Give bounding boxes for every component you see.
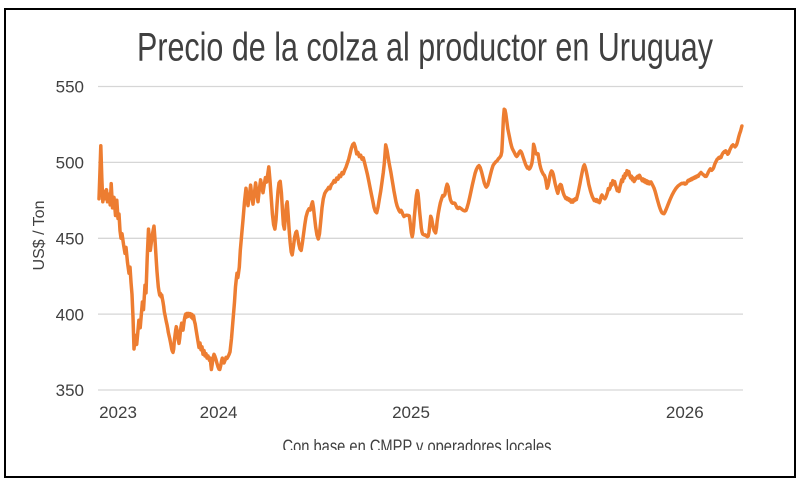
svg-text:500: 500 — [56, 154, 84, 173]
svg-text:US$ / Ton: US$ / Ton — [31, 201, 48, 271]
svg-text:350: 350 — [56, 381, 84, 400]
svg-text:Precio de la colza al producto: Precio de la colza al productor en Urugu… — [137, 26, 713, 70]
svg-text:450: 450 — [56, 230, 84, 249]
svg-text:Con base en CMPP y operadores: Con base en CMPP y operadores locales — [283, 437, 552, 451]
svg-text:2025: 2025 — [392, 403, 430, 422]
svg-text:2023: 2023 — [99, 403, 137, 422]
svg-text:2026: 2026 — [666, 403, 704, 422]
svg-text:2024: 2024 — [200, 403, 238, 422]
svg-text:400: 400 — [56, 305, 84, 324]
svg-text:550: 550 — [56, 78, 84, 97]
